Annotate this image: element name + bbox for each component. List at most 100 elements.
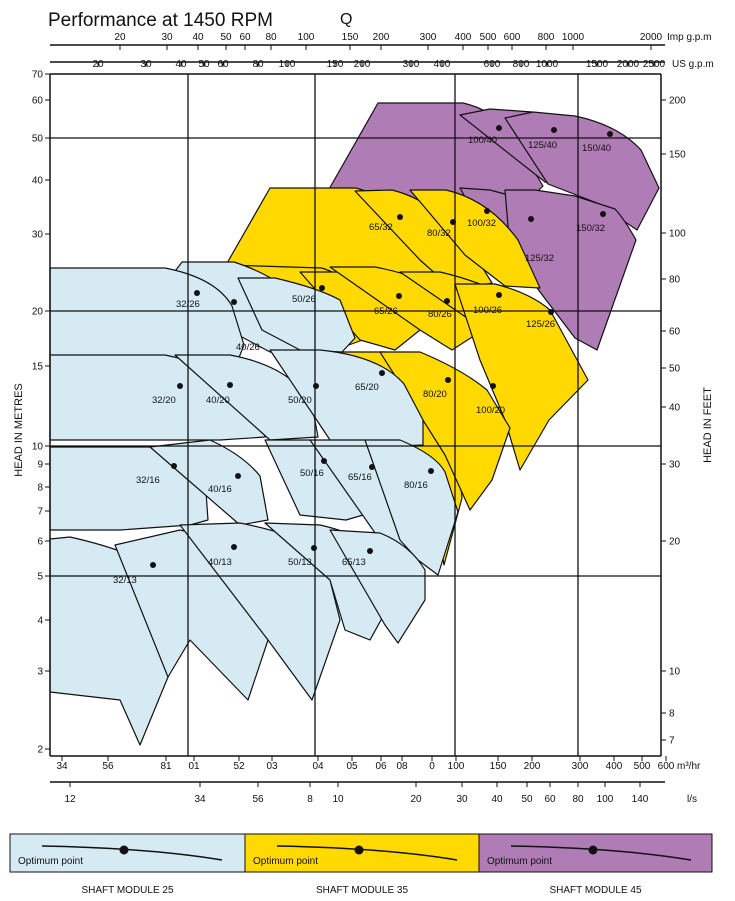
chart-title: Performance at 1450 RPM bbox=[48, 10, 273, 31]
pump-label: 50/13 bbox=[288, 557, 312, 568]
m3hr-tick-label: 150 bbox=[490, 761, 507, 772]
optimum-point bbox=[231, 299, 237, 305]
pump-label: 125/26 bbox=[526, 319, 555, 330]
y-metres-tick-label: 20 bbox=[32, 307, 44, 318]
optimum-point bbox=[496, 125, 502, 131]
optimum-point bbox=[367, 548, 373, 554]
pump-region-shape bbox=[504, 189, 637, 351]
imp-gpm-tick-label: 50 bbox=[220, 32, 232, 43]
y-feet-tick-label: 200 bbox=[669, 96, 686, 107]
m3hr-unit: m³/hr bbox=[677, 761, 701, 772]
optimum-point bbox=[450, 219, 456, 225]
pump-label: 100/32 bbox=[467, 218, 496, 229]
pump-label: 40/26 bbox=[236, 342, 260, 353]
optimum-point bbox=[369, 464, 375, 470]
ls-tick-label: 10 bbox=[332, 794, 344, 805]
optimum-point bbox=[379, 370, 385, 376]
pump-label: 65/20 bbox=[355, 382, 379, 393]
pump-label: 50/16 bbox=[300, 468, 324, 479]
m3hr-tick-label: 400 bbox=[606, 761, 623, 772]
optimum-point bbox=[600, 211, 606, 217]
optimum-point bbox=[607, 131, 613, 137]
pump-label: 40/16 bbox=[208, 484, 232, 495]
pump-region-shape bbox=[504, 111, 660, 231]
us-gpm-tick-label: 100 bbox=[279, 59, 296, 70]
y-metres-tick-label: 30 bbox=[32, 230, 44, 241]
y-metres-tick-label: 6 bbox=[37, 537, 43, 548]
pump-region-shape bbox=[379, 351, 511, 511]
legend-curve bbox=[276, 845, 458, 861]
axes: 7060504030201510987654322001501008060504… bbox=[32, 32, 714, 805]
us-gpm-tick-label: 60 bbox=[217, 59, 229, 70]
ls-tick-label: 34 bbox=[194, 794, 206, 805]
grid-lines bbox=[50, 74, 661, 756]
imp-gpm-tick-label: 80 bbox=[265, 32, 277, 43]
y-feet-tick-label: 20 bbox=[669, 537, 681, 548]
y-metres-tick-label: 60 bbox=[32, 96, 44, 107]
imp-gpm-tick-label: 40 bbox=[192, 32, 204, 43]
q-label: Q bbox=[340, 11, 352, 28]
y-axis-title-right: HEAD IN FEET bbox=[702, 387, 714, 463]
pump-label: 125/32 bbox=[525, 253, 554, 264]
optimum-point bbox=[171, 463, 177, 469]
y-metres-tick-label: 40 bbox=[32, 176, 44, 187]
m3hr-tick-label: 600 bbox=[658, 761, 675, 772]
pump-region-shape bbox=[269, 349, 424, 448]
m3hr-tick-label: 34 bbox=[56, 761, 68, 772]
us-gpm-tick-label: 1000 bbox=[536, 59, 559, 70]
optimum-point bbox=[313, 383, 319, 389]
imp-gpm-tick-label: 30 bbox=[161, 32, 173, 43]
m3hr-tick-label: 04 bbox=[312, 761, 324, 772]
pump-label: 50/26 bbox=[292, 294, 316, 305]
imp-gpm-tick-label: 300 bbox=[420, 32, 437, 43]
pump-region-shape bbox=[409, 189, 541, 289]
pump-label: 32/16 bbox=[136, 475, 160, 486]
us-gpm-tick-label: 1500 bbox=[586, 59, 609, 70]
m3hr-tick-label: 08 bbox=[396, 761, 408, 772]
legend-label: Optimum point bbox=[18, 856, 83, 867]
m3hr-tick-label: 06 bbox=[375, 761, 387, 772]
us-gpm-tick-label: 40 bbox=[175, 59, 187, 70]
m3hr-tick-label: 05 bbox=[346, 761, 358, 772]
legend-curve bbox=[510, 845, 692, 861]
shaft-module-label: SHAFT MODULE 25 bbox=[81, 885, 173, 896]
pump-label: 80/16 bbox=[404, 480, 428, 491]
ls-tick-label: 30 bbox=[456, 794, 468, 805]
m3hr-tick-label: 01 bbox=[188, 761, 200, 772]
pump-label: 50/20 bbox=[288, 395, 312, 406]
optimum-point bbox=[177, 383, 183, 389]
legend-curve bbox=[41, 845, 223, 861]
us-gpm-tick-label: 20 bbox=[92, 59, 104, 70]
pump-label: 100/20 bbox=[476, 405, 505, 416]
legend-optimum-point bbox=[119, 845, 129, 855]
pump-region-shape bbox=[329, 529, 426, 644]
ls-tick-label: 20 bbox=[410, 794, 422, 805]
us-gpm-tick-label: 600 bbox=[484, 59, 501, 70]
imp-gpm-tick-label: 400 bbox=[455, 32, 472, 43]
optimum-point bbox=[227, 382, 233, 388]
y-feet-tick-label: 40 bbox=[669, 403, 681, 414]
m3hr-tick-label: 52 bbox=[233, 761, 245, 772]
y-feet-tick-label: 100 bbox=[669, 229, 686, 240]
legend: Optimum point SHAFT MODULE 25 Optimum poin… bbox=[9, 833, 713, 896]
us-gpm-tick-label: 400 bbox=[434, 59, 451, 70]
optimum-point bbox=[484, 208, 490, 214]
pump-label: 100/40 bbox=[468, 135, 497, 146]
optimum-point bbox=[311, 545, 317, 551]
pump-label: 125/40 bbox=[528, 140, 557, 151]
pump-label: 150/32 bbox=[576, 223, 605, 234]
y-metres-tick-label: 10 bbox=[32, 442, 44, 453]
legend-label: Optimum point bbox=[253, 856, 318, 867]
pump-regions bbox=[49, 102, 660, 746]
pump-label: 80/26 bbox=[428, 309, 452, 320]
m3hr-tick-label: 0 bbox=[429, 761, 435, 772]
m3hr-tick-label: 300 bbox=[572, 761, 589, 772]
y-feet-tick-label: 8 bbox=[669, 709, 675, 720]
y-axis-title-left: HEAD IN METRES bbox=[13, 383, 25, 477]
pump-label: 80/20 bbox=[423, 389, 447, 400]
optimum-point bbox=[428, 468, 434, 474]
imp-gpm-tick-label: 200 bbox=[373, 32, 390, 43]
pump-region-shape bbox=[364, 439, 459, 576]
y-metres-tick-label: 2 bbox=[37, 745, 43, 756]
optimum-point bbox=[496, 292, 502, 298]
